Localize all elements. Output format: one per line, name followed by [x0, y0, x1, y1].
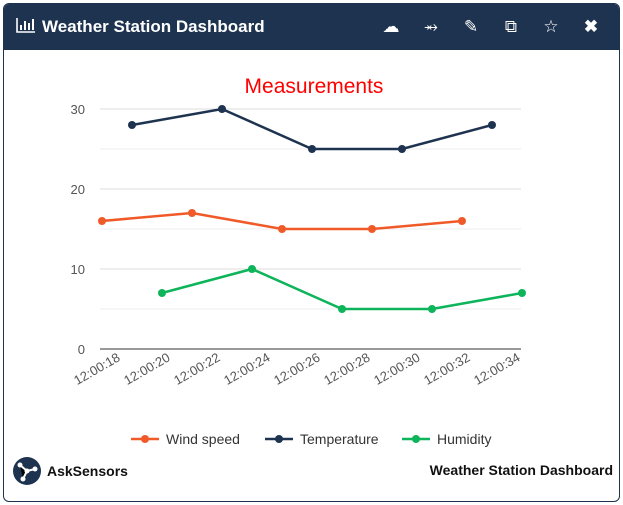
chart-title: Measurements	[245, 75, 384, 98]
data-point[interactable]	[518, 289, 526, 297]
header: Weather Station Dashboard ☁ ⥇ ✎ ⧉ ☆ ✖	[4, 4, 619, 50]
data-point[interactable]	[128, 121, 136, 129]
x-tick-label: 12:00:22	[171, 350, 222, 388]
legend-marker	[141, 435, 149, 443]
legend-label[interactable]: Temperature	[300, 431, 379, 447]
brand-name: AskSensors	[47, 463, 128, 479]
copy-icon[interactable]: ⧉	[504, 17, 518, 36]
data-point[interactable]	[338, 305, 346, 313]
y-tick-label: 0	[78, 342, 85, 357]
y-tick-label: 30	[71, 102, 85, 117]
data-point[interactable]	[158, 289, 166, 297]
data-point[interactable]	[458, 217, 466, 225]
legend-label[interactable]: Wind speed	[166, 431, 240, 447]
x-tick-label: 12:00:24	[221, 350, 272, 388]
data-point[interactable]	[248, 265, 256, 273]
share-icon[interactable]: ⥇	[424, 17, 438, 36]
y-tick-label: 10	[71, 262, 85, 277]
data-point[interactable]	[188, 209, 196, 217]
data-point[interactable]	[278, 225, 286, 233]
dashboard-card: Weather Station Dashboard ☁ ⥇ ✎ ⧉ ☆ ✖	[3, 3, 620, 502]
star-icon[interactable]: ☆	[543, 17, 559, 36]
data-point[interactable]	[398, 145, 406, 153]
window-title: Weather Station Dashboard	[42, 17, 265, 36]
x-tick-label: 12:00:20	[121, 350, 172, 388]
bar-chart-icon	[16, 17, 36, 38]
footer-title: Weather Station Dashboard	[429, 462, 613, 478]
data-point[interactable]	[308, 145, 316, 153]
data-point[interactable]	[488, 121, 496, 129]
edit-icon[interactable]: ✎	[463, 17, 479, 36]
x-tick-label: 12:00:26	[271, 350, 322, 388]
close-icon[interactable]: ✖	[583, 17, 599, 36]
data-point[interactable]	[428, 305, 436, 313]
asksensors-logo-icon	[13, 457, 41, 485]
legend-marker	[412, 435, 420, 443]
x-tick-label: 12:00:28	[321, 350, 372, 388]
x-tick-label: 12:00:30	[371, 350, 422, 388]
data-point[interactable]	[98, 217, 106, 225]
data-point[interactable]	[368, 225, 376, 233]
cloud-download-icon[interactable]: ☁	[382, 17, 400, 36]
legend-label[interactable]: Humidity	[437, 431, 491, 447]
y-tick-label: 20	[71, 182, 85, 197]
x-tick-label: 12:00:32	[421, 350, 472, 388]
legend-marker	[275, 435, 283, 443]
data-point[interactable]	[218, 105, 226, 113]
series-line-humidity	[161, 267, 523, 311]
x-tick-label: 12:00:34	[471, 350, 522, 388]
asksensors-logo[interactable]: AskSensors	[12, 456, 128, 486]
series-line-temperature	[131, 107, 493, 151]
